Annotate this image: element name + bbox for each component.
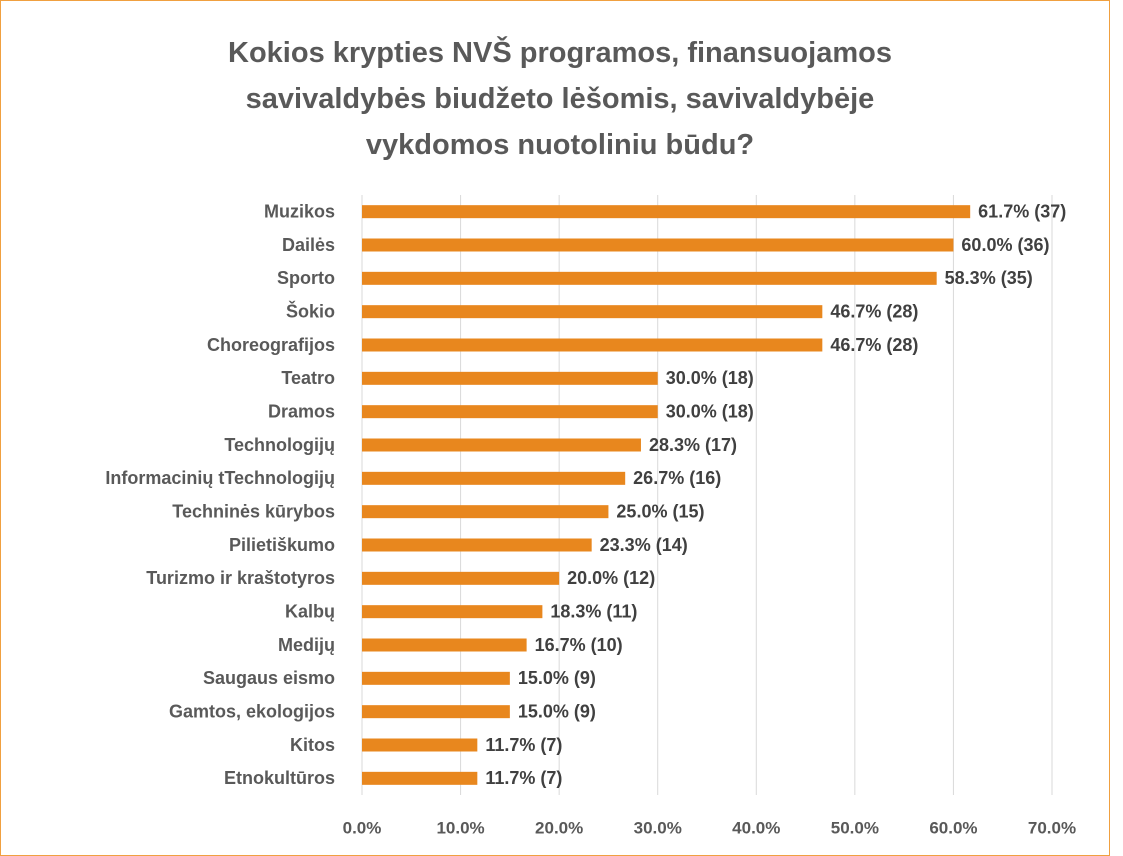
bar [362, 371, 658, 385]
x-tick-label: 50.0% [831, 818, 879, 837]
value-label: 11.7% (7) [485, 768, 562, 788]
bar [362, 271, 937, 285]
value-label: 26.7% (16) [633, 468, 721, 488]
bar [362, 205, 971, 219]
y-tick-label: Dailės [282, 235, 335, 255]
y-tick-label: Teatro [281, 368, 335, 388]
y-tick-label: Šokio [286, 300, 335, 321]
bar [362, 771, 478, 785]
bar [362, 738, 478, 752]
value-label: 20.0% (12) [567, 568, 655, 588]
bar [362, 538, 592, 552]
y-tick-label: Turizmo ir kraštotyros [146, 568, 335, 588]
y-tick-label: Sporto [277, 268, 335, 288]
bar [362, 338, 823, 352]
y-tick-label: Gamtos, ekologijos [169, 701, 335, 721]
bar [362, 671, 510, 685]
x-tick-label: 40.0% [732, 818, 780, 837]
y-tick-label: Dramos [268, 401, 335, 421]
value-label: 30.0% (18) [666, 368, 754, 388]
value-label: 61.7% (37) [978, 201, 1066, 221]
y-tick-label: Pilietiškumo [229, 535, 335, 555]
value-label: 46.7% (28) [830, 301, 918, 321]
value-label: 58.3% (35) [945, 268, 1033, 288]
y-tick-label: Etnokultūros [224, 768, 335, 788]
x-tick-label: 60.0% [929, 818, 977, 837]
bar [362, 705, 510, 719]
bar [362, 505, 609, 519]
x-tick-label: 0.0% [343, 818, 382, 837]
value-label: 23.3% (14) [600, 535, 688, 555]
value-label: 46.7% (28) [830, 335, 918, 355]
y-tick-label: Techninės kūrybos [172, 501, 335, 521]
value-label: 60.0% (36) [961, 235, 1049, 255]
y-tick-label: Choreografijos [207, 335, 335, 355]
y-tick-label: Kalbų [285, 601, 335, 621]
bar [362, 305, 823, 319]
y-tick-label: Technologijų [224, 435, 335, 455]
bar [362, 571, 560, 585]
value-label: 16.7% (10) [535, 635, 623, 655]
value-label: 15.0% (9) [518, 668, 596, 688]
y-tick-label: Informacinių tTechnologijų [105, 468, 335, 488]
value-label: 28.3% (17) [649, 435, 737, 455]
y-tick-label: Muzikos [264, 201, 335, 221]
x-tick-label: 70.0% [1028, 818, 1076, 837]
x-tick-label: 20.0% [535, 818, 583, 837]
bar [362, 405, 658, 419]
value-label: 18.3% (11) [550, 601, 637, 621]
bar [362, 471, 626, 485]
bar [362, 605, 543, 619]
value-label: 15.0% (9) [518, 701, 596, 721]
y-tick-label: Medijų [278, 635, 335, 655]
y-tick-label: Kitos [290, 735, 335, 755]
x-tick-label: 10.0% [436, 818, 484, 837]
bar [362, 438, 641, 452]
x-tick-label: 30.0% [634, 818, 682, 837]
value-label: 30.0% (18) [666, 401, 754, 421]
bar [362, 638, 527, 652]
chart-title: Kokios krypties NVŠ programos, finansuoj… [228, 37, 892, 161]
value-label: 11.7% (7) [485, 735, 562, 755]
bar [362, 238, 954, 252]
value-label: 25.0% (15) [616, 501, 704, 521]
y-tick-label: Saugaus eismo [203, 668, 335, 688]
